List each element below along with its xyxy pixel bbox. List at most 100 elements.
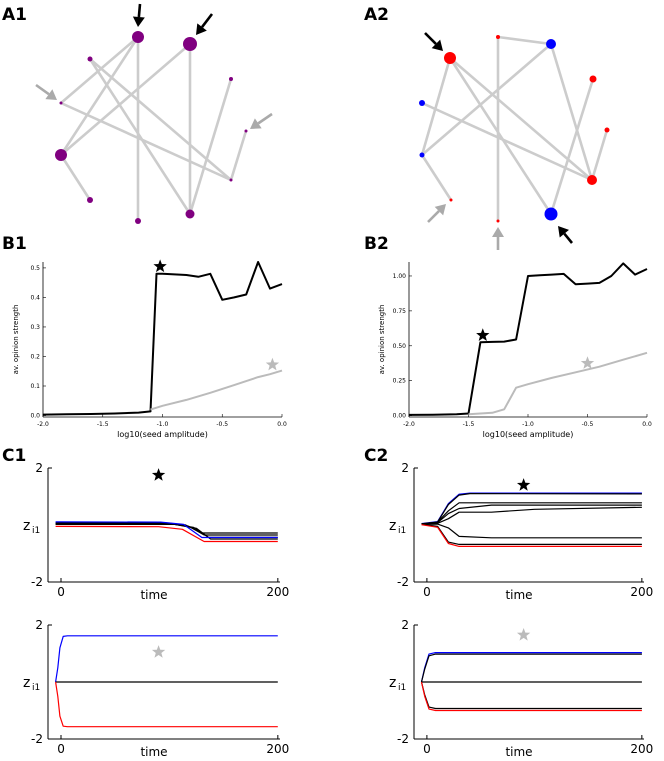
network-node bbox=[544, 207, 558, 221]
network-edge bbox=[421, 43, 552, 156]
panel-label-b2: B2 bbox=[364, 234, 389, 254]
x-tick-label: 0.0 bbox=[277, 421, 287, 428]
series-line bbox=[420, 681, 642, 712]
network-edge bbox=[590, 129, 609, 181]
y-axis-label: z bbox=[389, 675, 396, 691]
chart-b2: -2.0 -1.5 -1.0 -0.5 0.0 0.00 0.25 0.50 0.75 1.00 l… bbox=[378, 262, 652, 439]
seed-arrow-shaft bbox=[427, 210, 440, 223]
x-tick-label: 0 bbox=[423, 585, 431, 599]
seed-arrow-shaft bbox=[257, 112, 273, 125]
series-line bbox=[421, 523, 642, 539]
series-line bbox=[468, 351, 648, 416]
network-node bbox=[132, 31, 144, 43]
y-axis-label: z bbox=[23, 518, 30, 534]
network-node bbox=[185, 209, 195, 219]
series-line bbox=[420, 651, 642, 683]
y-tick-label: 2 bbox=[401, 461, 409, 475]
series-line bbox=[408, 262, 648, 416]
seed-arrow-head bbox=[196, 23, 207, 35]
y-tick-label: -2 bbox=[397, 732, 409, 746]
chart-c1-bottom: 0 200 2 -2 time z i1 bbox=[23, 618, 289, 759]
chart-b1: -2.0 -1.5 -1.0 -0.5 0.0 0.0 0.1 0.2 0.3 0.4 0.5 log… bbox=[12, 259, 287, 439]
series-line bbox=[55, 525, 278, 543]
star-marker bbox=[476, 328, 490, 341]
network-node bbox=[589, 75, 597, 83]
network-node bbox=[604, 127, 610, 133]
y-axis-label-subscript: i1 bbox=[32, 683, 40, 693]
star-marker bbox=[516, 627, 531, 641]
network-node bbox=[244, 129, 248, 133]
series-line bbox=[55, 681, 278, 728]
seed-arrow-head bbox=[250, 118, 262, 129]
x-tick-label: 200 bbox=[630, 742, 653, 756]
seed-arrow-head bbox=[132, 16, 145, 27]
x-tick-label: 200 bbox=[266, 585, 289, 599]
panel-label-c2: C2 bbox=[364, 446, 388, 466]
network-edge bbox=[229, 130, 248, 181]
seed-arrow-head bbox=[434, 204, 446, 216]
network-node bbox=[183, 37, 197, 51]
x-axis-label: time bbox=[505, 588, 532, 602]
seed-arrow-head bbox=[558, 226, 569, 238]
series-line bbox=[55, 635, 278, 683]
network-edge bbox=[420, 154, 453, 201]
x-axis-label: time bbox=[505, 745, 532, 759]
panel-label-a1: A1 bbox=[2, 5, 27, 25]
y-axis-label-subscript: i1 bbox=[398, 526, 406, 536]
star-marker bbox=[151, 645, 166, 658]
network-node bbox=[59, 101, 63, 105]
series-line bbox=[421, 523, 642, 546]
seed-arrow-head bbox=[431, 39, 443, 51]
network-edge bbox=[549, 43, 594, 181]
chart-c1-top: 0 200 2 -2 time z i1 bbox=[23, 461, 289, 602]
y-tick-label: 0.2 bbox=[30, 353, 40, 360]
y-tick-label: 0.0 bbox=[30, 413, 40, 420]
seed-arrow-shaft bbox=[35, 83, 50, 96]
star-marker bbox=[580, 356, 595, 369]
x-tick-label: -0.5 bbox=[582, 421, 594, 428]
network-node bbox=[496, 35, 500, 39]
network-node bbox=[229, 178, 233, 182]
network-edge bbox=[421, 101, 593, 182]
seed-arrow-shaft bbox=[201, 13, 214, 28]
network-a2 bbox=[419, 32, 610, 250]
network-edge bbox=[448, 57, 553, 215]
y-tick-label: 2 bbox=[35, 461, 43, 475]
seed-arrow-shaft bbox=[563, 232, 574, 244]
series-line bbox=[55, 523, 278, 540]
y-tick-label: 0.75 bbox=[393, 308, 407, 315]
seed-arrow-shaft bbox=[424, 32, 437, 45]
panel-label-a2: A2 bbox=[364, 5, 389, 25]
series-line bbox=[421, 502, 642, 525]
network-node bbox=[87, 56, 93, 62]
network-edge bbox=[60, 101, 232, 182]
x-tick-label: -1.5 bbox=[463, 421, 475, 428]
network-a1 bbox=[35, 3, 273, 224]
star-marker bbox=[151, 468, 166, 481]
chart-c2-bottom: 0 200 2 -2 time z i1 bbox=[389, 618, 653, 759]
network-node bbox=[229, 77, 233, 81]
x-tick-label: 200 bbox=[266, 742, 289, 756]
y-tick-label: -2 bbox=[31, 575, 43, 589]
x-tick-label: 0.0 bbox=[642, 421, 652, 428]
network-edge bbox=[497, 35, 552, 46]
x-tick-label: 0 bbox=[57, 585, 65, 599]
x-axis-label: log10(seed amplitude) bbox=[117, 430, 208, 439]
network-edge bbox=[88, 58, 192, 215]
network-node bbox=[546, 39, 556, 49]
x-tick-label: 200 bbox=[630, 585, 653, 599]
chart-c2-top: 0 200 2 -2 time z i1 bbox=[389, 461, 653, 602]
series-line bbox=[421, 524, 642, 548]
panel-label-c1: C1 bbox=[2, 446, 26, 466]
series-line bbox=[150, 369, 283, 411]
series-line bbox=[55, 521, 278, 539]
star-marker bbox=[516, 478, 531, 491]
network-edge bbox=[188, 78, 233, 215]
y-tick-label: 1.00 bbox=[393, 273, 407, 280]
series-line bbox=[42, 261, 283, 416]
network-node bbox=[419, 100, 425, 106]
y-axis-label: av. opinion strength bbox=[12, 305, 20, 375]
network-node bbox=[444, 52, 456, 64]
y-axis-label: z bbox=[23, 675, 30, 691]
seed-arrow-head bbox=[45, 89, 57, 100]
